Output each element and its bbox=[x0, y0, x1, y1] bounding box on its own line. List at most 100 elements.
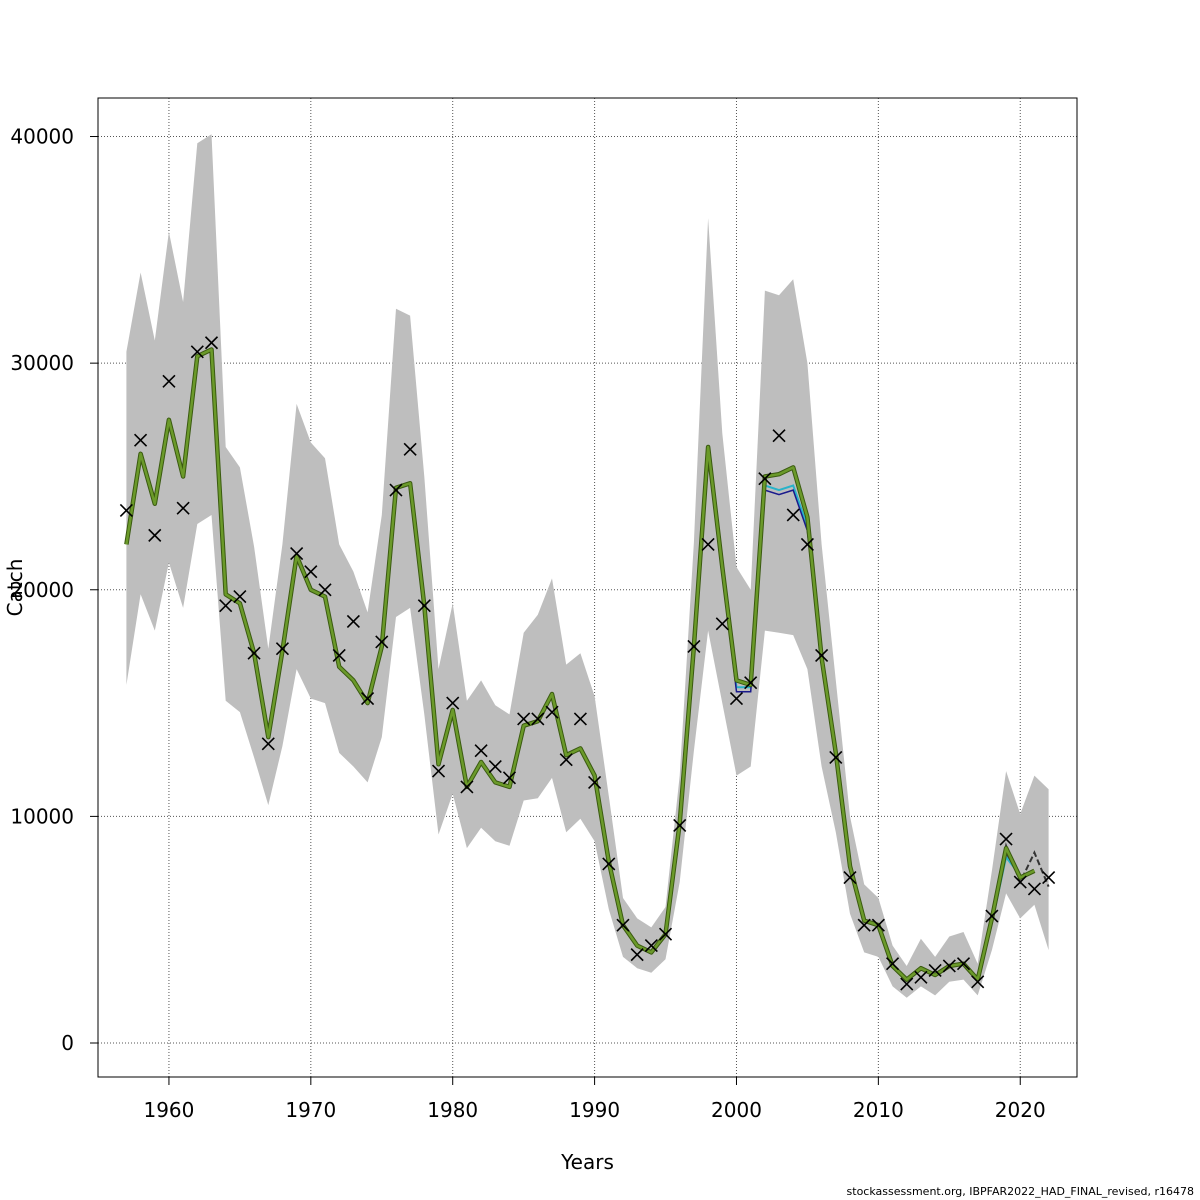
observed-point-stroke bbox=[148, 528, 162, 542]
observed-point bbox=[119, 503, 133, 518]
observed-point-stroke bbox=[729, 691, 744, 706]
observed-point-stroke bbox=[219, 599, 233, 613]
observed-point-stroke bbox=[885, 957, 900, 971]
confidence-band bbox=[126, 134, 1049, 998]
y-tick-label: 30000 bbox=[10, 351, 74, 375]
observed-point-stroke bbox=[701, 537, 715, 552]
observed-point bbox=[1027, 882, 1042, 896]
y-tick-label: 0 bbox=[61, 1031, 74, 1055]
observed-point bbox=[162, 374, 176, 388]
observed-point-stroke bbox=[460, 780, 474, 794]
observed-point bbox=[942, 959, 956, 973]
observed-point-stroke bbox=[843, 871, 857, 885]
observed-point-stroke bbox=[985, 909, 999, 923]
x-axis-title: Years bbox=[560, 1150, 614, 1174]
observed-point bbox=[786, 508, 800, 522]
observed-point-stroke bbox=[431, 764, 446, 778]
observed-point bbox=[233, 589, 247, 604]
observed-point bbox=[403, 442, 417, 456]
observed-point-stroke bbox=[715, 617, 729, 631]
observed-point-stroke bbox=[403, 442, 417, 456]
observed-point-stroke bbox=[871, 918, 885, 932]
observed-point bbox=[474, 744, 488, 758]
observed-point bbox=[573, 712, 587, 726]
observed-point-stroke bbox=[375, 635, 389, 649]
observed-point bbox=[985, 909, 999, 923]
observed-point bbox=[744, 676, 758, 690]
observed-point bbox=[772, 429, 786, 443]
observed-point bbox=[616, 918, 630, 932]
x-tick-label: 2000 bbox=[711, 1098, 762, 1122]
observed-point bbox=[431, 764, 446, 778]
observed-point-stroke bbox=[900, 977, 914, 991]
observed-point bbox=[729, 691, 744, 706]
observed-point-stroke bbox=[829, 750, 843, 765]
observed-point-stroke bbox=[531, 712, 545, 726]
observed-point-stroke bbox=[261, 737, 275, 751]
observed-point-stroke bbox=[275, 642, 290, 656]
observed-point-stroke bbox=[517, 712, 531, 726]
axis-ticks: 1960 1970 1980 1990 2000 2010 2020 0 10000 20000 3… bbox=[10, 125, 1045, 1122]
observed-point-stroke bbox=[956, 957, 971, 971]
observed-point-stroke bbox=[417, 599, 431, 613]
observed-point-stroke bbox=[658, 927, 673, 941]
confidence-band-area bbox=[126, 134, 1049, 998]
observed-markers bbox=[119, 336, 1056, 991]
observed-point bbox=[999, 832, 1013, 846]
observed-point bbox=[673, 818, 687, 833]
observed-point bbox=[361, 691, 375, 706]
observed-point-stroke bbox=[332, 648, 346, 663]
observed-point bbox=[290, 546, 304, 561]
observed-point bbox=[559, 753, 573, 767]
observed-point-stroke bbox=[800, 537, 814, 552]
observed-point bbox=[204, 336, 219, 350]
observed-point-stroke bbox=[133, 433, 148, 447]
observed-point-stroke bbox=[616, 918, 630, 932]
observed-point bbox=[829, 750, 843, 765]
observed-point-stroke bbox=[488, 759, 502, 774]
observed-point bbox=[1013, 875, 1027, 889]
observed-point-stroke bbox=[914, 970, 928, 984]
observed-point-stroke bbox=[1013, 875, 1027, 889]
observed-point bbox=[389, 483, 403, 497]
observed-point-stroke bbox=[588, 775, 602, 789]
observed-point-stroke bbox=[545, 705, 559, 719]
observed-point bbox=[658, 927, 673, 941]
observed-point bbox=[417, 599, 431, 613]
observed-point-stroke bbox=[758, 472, 772, 486]
observed-point-stroke bbox=[971, 975, 985, 989]
alt-run-line bbox=[721, 484, 823, 689]
observed-point-stroke bbox=[1042, 871, 1056, 885]
observed-point-stroke bbox=[602, 857, 616, 871]
observed-point-stroke bbox=[346, 614, 360, 629]
observed-point bbox=[275, 642, 290, 656]
observed-point bbox=[871, 918, 885, 932]
observed-point-stroke bbox=[361, 691, 375, 706]
observed-point-stroke bbox=[290, 546, 304, 561]
observed-point bbox=[885, 957, 900, 971]
x-tick-label: 1960 bbox=[143, 1098, 194, 1122]
observed-point-stroke bbox=[233, 589, 247, 604]
observed-point-stroke bbox=[389, 483, 403, 497]
observed-point bbox=[602, 857, 616, 871]
x-tick-label: 1980 bbox=[427, 1098, 478, 1122]
observed-point-stroke bbox=[318, 583, 332, 597]
observed-point-stroke bbox=[644, 938, 658, 953]
observed-point-stroke bbox=[815, 648, 829, 663]
observed-point bbox=[701, 537, 715, 552]
observed-point bbox=[630, 948, 644, 962]
observed-point-stroke bbox=[119, 503, 133, 518]
observed-point-stroke bbox=[176, 501, 190, 515]
observed-point bbox=[815, 648, 829, 663]
alt-run-line bbox=[721, 489, 823, 693]
x-tick-label: 1970 bbox=[285, 1098, 336, 1122]
observed-point bbox=[190, 345, 204, 359]
x-tick-label: 2010 bbox=[853, 1098, 904, 1122]
observed-point-stroke bbox=[630, 948, 644, 962]
observed-point bbox=[644, 938, 658, 953]
observed-point bbox=[318, 583, 332, 597]
observed-point-stroke bbox=[744, 676, 758, 690]
observed-point bbox=[914, 970, 928, 984]
observed-point bbox=[332, 648, 346, 663]
observed-point-stroke bbox=[190, 345, 204, 359]
